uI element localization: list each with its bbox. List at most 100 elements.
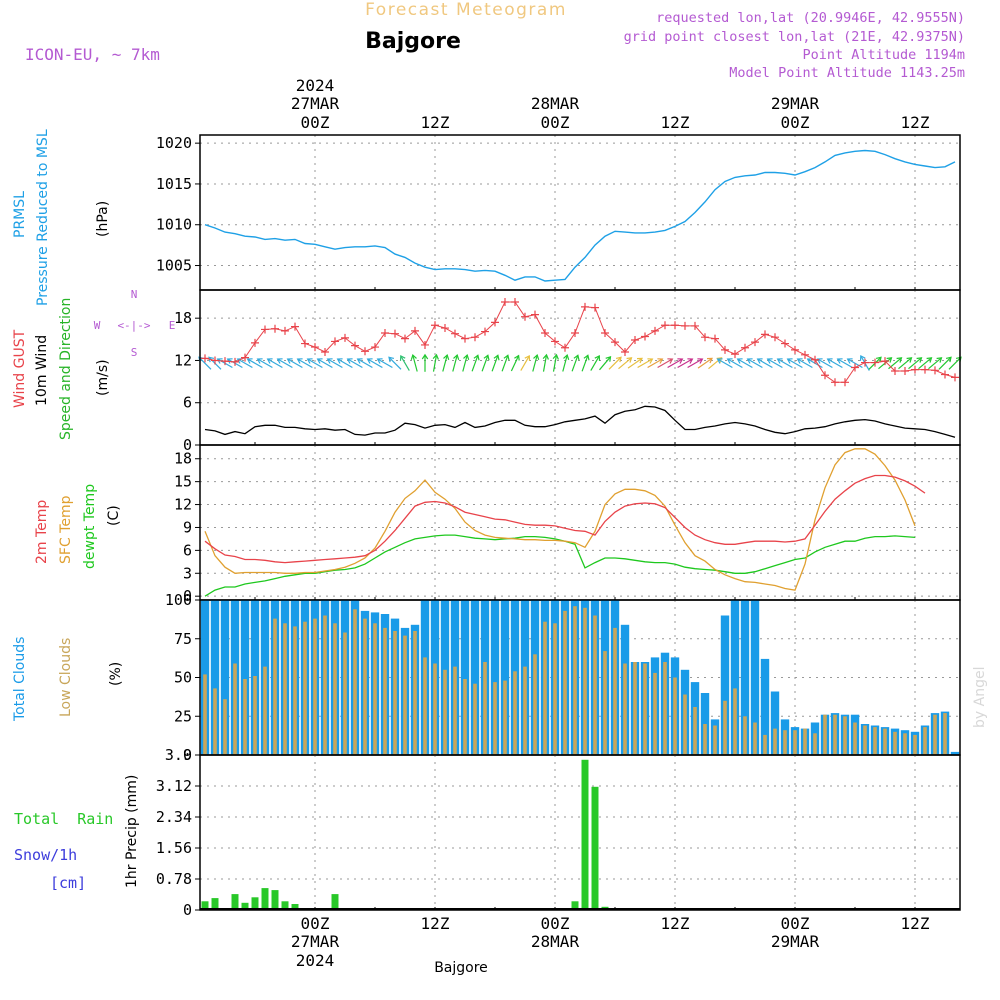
- gust-marker: [411, 326, 419, 335]
- gust-marker: [281, 326, 289, 335]
- low-cloud-bar: [853, 722, 857, 755]
- wind-arrow: [297, 358, 313, 369]
- wind-arrow-head: [326, 358, 333, 364]
- wind-arrow: [677, 358, 693, 369]
- gust-marker: [491, 318, 499, 327]
- low-cloud-bar: [903, 733, 907, 755]
- panels: 1005101010151020061218036912151802550751…: [156, 134, 962, 919]
- wind-arrow-head: [563, 354, 570, 360]
- gust-marker: [881, 357, 889, 366]
- wind-arrow: [562, 354, 568, 372]
- wind-arrow: [667, 358, 683, 369]
- footer-location: Bajgore: [434, 960, 488, 976]
- top-hour-label: 12Z: [421, 113, 450, 132]
- gust-marker: [701, 333, 709, 342]
- total-cloud-bar: [720, 615, 730, 755]
- low-cloud-bar: [253, 676, 257, 755]
- wind-arrow: [581, 355, 589, 372]
- gust-marker: [341, 333, 349, 342]
- wind-arrow-head: [356, 358, 363, 364]
- low-cloud-bar: [693, 707, 697, 755]
- wind-arrow-head: [216, 358, 223, 364]
- wind-arrow-head: [376, 358, 383, 364]
- bottom-date-label: 29MAR: [771, 932, 820, 951]
- gust-marker: [841, 378, 849, 387]
- gust-marker: [401, 334, 409, 343]
- wind-arrow: [501, 355, 509, 372]
- gust-marker: [781, 339, 789, 348]
- wind-arrow: [317, 358, 333, 369]
- y-tick-label: 3.9: [165, 746, 192, 764]
- gust-marker: [761, 330, 769, 339]
- wind-10m-label: 10m Wind: [34, 335, 50, 406]
- gust-marker: [331, 337, 339, 346]
- y-tick-label: 15: [174, 473, 192, 491]
- rain-bar: [261, 888, 269, 910]
- gust-marker: [931, 366, 939, 375]
- gust-marker: [801, 350, 809, 359]
- wind-arrow-head: [346, 358, 353, 364]
- wind-arrow: [948, 356, 962, 370]
- bottom-hour-label: 00Z: [301, 914, 330, 933]
- panel-clouds: 0 25 50 75 100: [165, 591, 961, 764]
- gust-marker: [661, 321, 669, 330]
- gust-marker: [291, 322, 299, 331]
- low-cloud-bar: [343, 632, 347, 755]
- total-cloud-bar: [730, 600, 740, 755]
- wind-arrow-head: [796, 358, 803, 364]
- total-rain-label: Total Rain: [14, 810, 113, 828]
- wind-arrow: [247, 358, 263, 369]
- gust-marker: [231, 357, 239, 366]
- y-tick-label: 6: [183, 541, 192, 559]
- low-cloud-bar: [483, 662, 487, 755]
- wind-arrow-head: [366, 358, 373, 364]
- total-cloud-bar: [740, 600, 750, 755]
- low-cloud-bar: [203, 674, 207, 755]
- gust-marker: [791, 345, 799, 354]
- low-cloud-bar: [323, 615, 327, 755]
- wind-arrow-head: [945, 356, 952, 363]
- wind-arrow-head: [483, 354, 490, 361]
- rain-bar: [241, 902, 249, 910]
- wind-arrow: [797, 358, 813, 369]
- y-tick-label: 3: [183, 564, 192, 582]
- wind-arrow-head: [316, 358, 323, 364]
- wind-arrow-head: [583, 354, 590, 361]
- wind-arrow: [388, 356, 402, 370]
- bottom-date-label: 27MAR: [291, 932, 340, 951]
- low-cloud-bar: [493, 682, 497, 755]
- wind-arrow-head: [736, 358, 743, 364]
- low-cloud-bar: [453, 666, 457, 755]
- low-cloud-bar: [773, 728, 777, 755]
- wind-arrow-head: [626, 357, 633, 363]
- wind-arrow-head: [776, 358, 783, 364]
- low-cloud-bar: [373, 623, 377, 756]
- pressure-name-label: PRMSL: [12, 191, 28, 238]
- panel-temperature: 0 3 6 9 12 15 18: [174, 444, 961, 605]
- wind-arrow-head: [697, 358, 704, 364]
- wind-arrow: [657, 358, 673, 369]
- rain-bar: [201, 901, 209, 910]
- low-cloud-bar: [523, 666, 527, 755]
- wind-arrow-head: [256, 358, 263, 364]
- wind-arrow-head: [936, 357, 943, 363]
- low-cloud-bar: [813, 733, 817, 755]
- gust-marker: [741, 343, 749, 352]
- rain-bar: [211, 898, 219, 910]
- wind-arrow: [697, 357, 713, 369]
- gust-marker: [551, 337, 559, 346]
- wind-arrow: [898, 357, 912, 370]
- pressure-desc-label: Pressure Reduced to MSL: [35, 129, 51, 306]
- y-tick-label: 0: [183, 901, 192, 919]
- bottom-year-label: 2024: [296, 951, 335, 970]
- top-hour-label: 12Z: [661, 113, 690, 132]
- gust-marker: [241, 353, 249, 362]
- wind-arrow-head: [906, 357, 913, 363]
- low-cloud-bar: [713, 725, 717, 755]
- rain-bar: [231, 894, 239, 910]
- wind-arrow-head: [296, 358, 303, 364]
- low-cloud-bar: [723, 700, 727, 756]
- low-cloud-bar: [753, 722, 757, 755]
- rain-bar: [331, 894, 339, 910]
- gust-marker: [691, 321, 699, 330]
